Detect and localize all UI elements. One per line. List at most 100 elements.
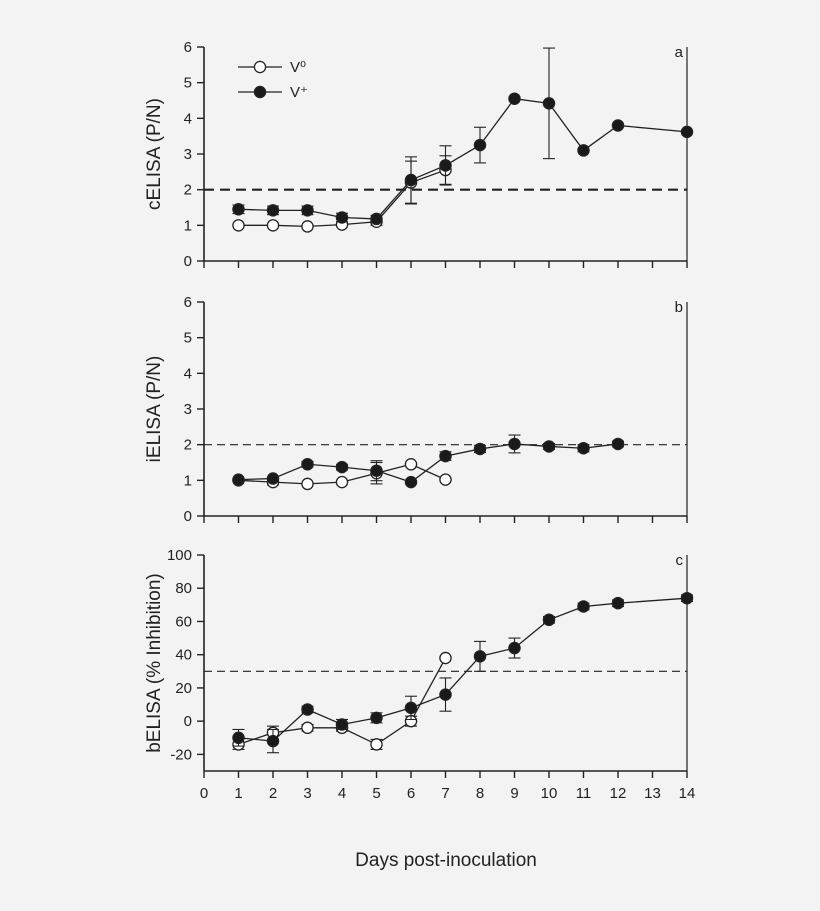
data-point: [370, 464, 383, 477]
x-tick-label: 13: [644, 785, 661, 802]
x-tick-label: 1: [234, 785, 242, 802]
data-point: [473, 442, 487, 456]
y-tick-label: 0: [184, 253, 192, 270]
data-point: [680, 591, 694, 605]
series-vplus: [232, 434, 625, 489]
x-tick-label: 6: [407, 785, 415, 802]
data-point: [611, 119, 625, 132]
data-point: [508, 437, 521, 451]
data-point: [404, 701, 418, 715]
series-vplus: [232, 591, 694, 754]
legend-label: V⁺: [290, 84, 308, 101]
y-tick-label: 2: [184, 182, 192, 199]
data-point: [301, 220, 314, 233]
x-tick-label: 14: [679, 785, 696, 802]
x-tick-label: 11: [576, 785, 592, 802]
data-point: [473, 650, 487, 663]
data-point: [542, 440, 556, 453]
y-tick-label: 0: [184, 713, 192, 730]
y-tick-label: 100: [167, 547, 192, 564]
x-tick-label: 5: [372, 785, 380, 802]
data-point: [370, 738, 383, 751]
y-tick-label: 60: [175, 613, 192, 630]
data-point: [542, 613, 556, 627]
x-tick-label: 2: [269, 785, 277, 802]
legend-marker-filled: [253, 85, 267, 99]
panel-letter: b: [675, 299, 683, 316]
data-point: [335, 718, 349, 731]
y-tick-label: 40: [175, 647, 192, 664]
data-point: [266, 472, 280, 485]
data-point: [577, 144, 590, 157]
x-tick-label: 4: [338, 785, 346, 802]
data-point: [404, 173, 418, 187]
chart-panel-a: 0 1 2 3 4 5 6 cELISA (P/N) a V⁰ V⁺: [144, 39, 694, 270]
y-tick-label: 2: [184, 437, 192, 454]
y-tick-label: 1: [184, 472, 192, 489]
x-tick-label: 10: [541, 785, 558, 802]
y-tick-label: 4: [184, 365, 192, 382]
data-point: [266, 734, 280, 748]
data-point: [542, 97, 556, 110]
data-point: [439, 473, 452, 486]
data-point: [439, 688, 452, 701]
data-point: [577, 441, 590, 455]
x-tick-label: 3: [303, 785, 311, 802]
y-axis-label: cELISA (P/N): [144, 98, 165, 210]
y-axis-label: iELISA (P/N): [144, 356, 165, 463]
data-point: [439, 449, 452, 463]
y-tick-label: 80: [175, 580, 192, 597]
data-point: [370, 711, 383, 725]
data-point: [508, 92, 521, 105]
data-point: [301, 721, 314, 735]
y-tick-label: -20: [170, 746, 192, 763]
data-point: [301, 477, 314, 491]
data-point: [404, 458, 418, 471]
data-point: [370, 212, 383, 226]
x-tick-label: 8: [476, 785, 484, 802]
data-point: [335, 211, 349, 224]
legend-label: V⁰: [290, 59, 306, 76]
chart-panel-b: 0 1 2 3 4 5 6 iELISA (P/N) b: [144, 294, 688, 525]
data-point: [232, 203, 245, 216]
legend-marker-open: [253, 60, 267, 74]
y-tick-label: 3: [184, 146, 192, 163]
y-tick-label: 5: [184, 330, 192, 347]
x-tick-label: 0: [200, 785, 208, 802]
y-tick-label: 0: [184, 508, 192, 525]
x-axis-label: Days post-inoculation: [355, 850, 537, 871]
data-point: [577, 600, 590, 613]
data-point: [473, 138, 487, 152]
data-point: [335, 460, 349, 474]
legend: V⁰ V⁺: [238, 59, 308, 101]
data-point: [232, 473, 245, 486]
data-point: [301, 703, 314, 716]
y-tick-label: 4: [184, 110, 192, 127]
data-point: [301, 204, 314, 217]
data-point: [266, 204, 280, 217]
y-tick-label: 6: [184, 294, 192, 311]
y-tick-label: 20: [175, 680, 192, 697]
y-axis-label: bELISA (% Inhibition): [144, 573, 165, 753]
y-tick-label: 1: [184, 217, 192, 234]
data-point: [232, 219, 245, 232]
data-point: [680, 125, 694, 139]
series-vplus: [232, 47, 694, 226]
data-point: [439, 159, 452, 172]
y-tick-label: 3: [184, 401, 192, 418]
data-point: [508, 641, 521, 655]
data-point: [232, 731, 245, 745]
data-point: [611, 596, 625, 610]
data-point: [439, 651, 452, 665]
x-tick-label: 12: [610, 785, 627, 802]
data-point: [266, 219, 280, 232]
y-tick-label: 5: [184, 75, 192, 92]
data-point: [335, 475, 349, 489]
panel-letter: a: [675, 44, 684, 61]
x-tick-label: 7: [441, 785, 449, 802]
x-tick-label: 9: [510, 785, 518, 802]
